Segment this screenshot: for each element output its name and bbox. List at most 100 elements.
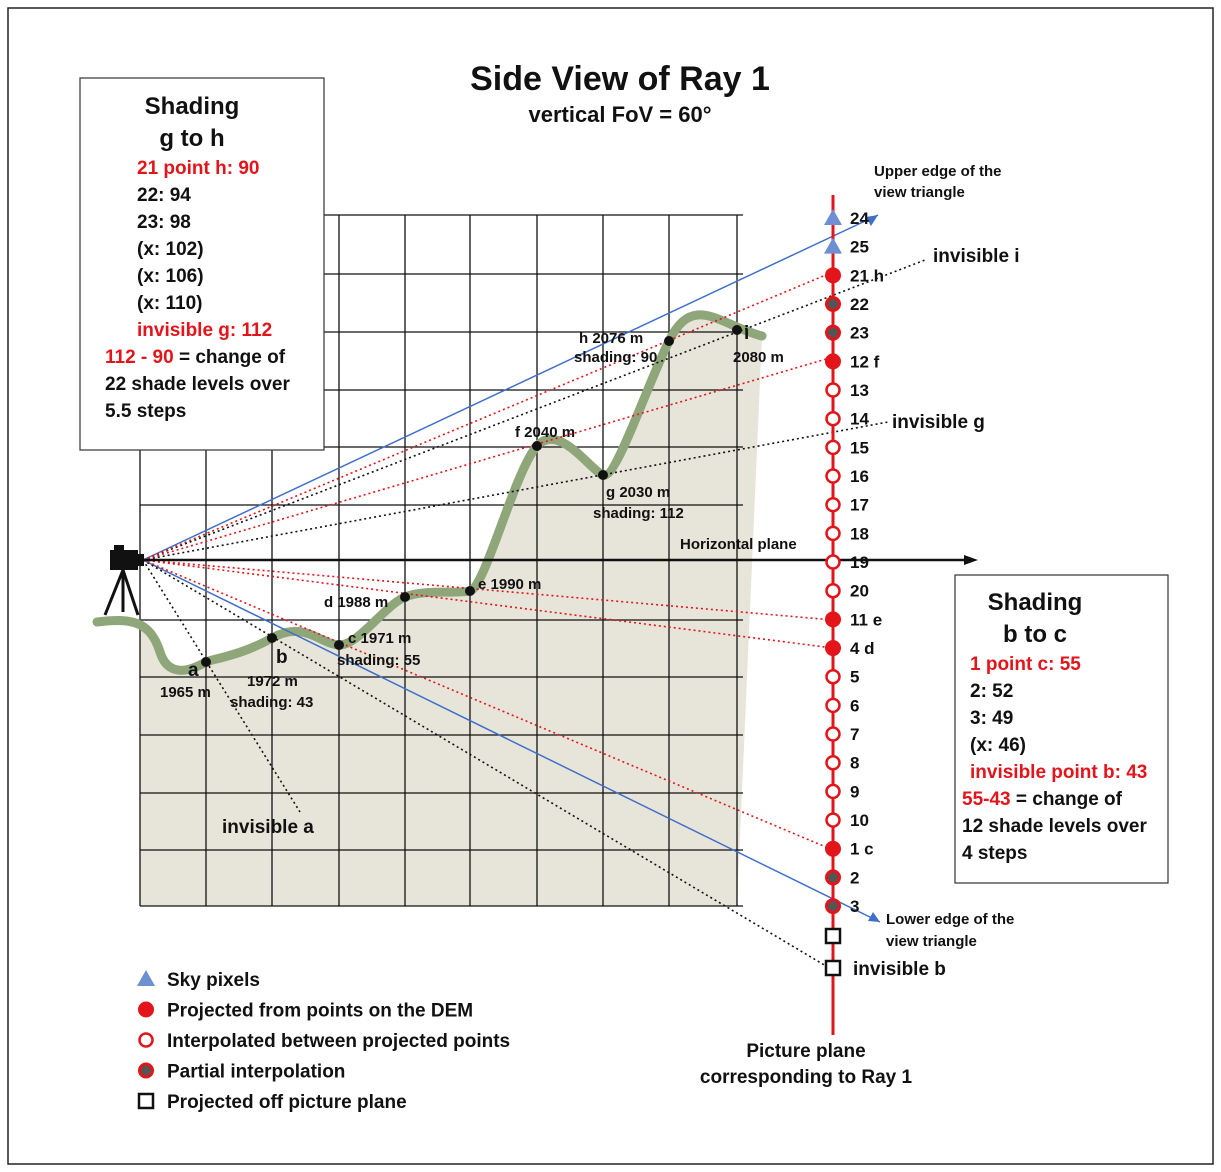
terrain-label: shading: 43 bbox=[230, 694, 313, 711]
pixel-label: 23 bbox=[850, 324, 869, 343]
box-line: 23: 98 bbox=[137, 212, 191, 233]
subtitle: vertical FoV = 60° bbox=[528, 102, 711, 127]
sky-pixel bbox=[824, 237, 842, 254]
pixel-label: 18 bbox=[850, 524, 869, 543]
box-line: 5.5 steps bbox=[105, 401, 186, 422]
projected-pixel bbox=[825, 611, 841, 628]
box-line-part: 3: 49 bbox=[970, 708, 1013, 729]
edge-arrows bbox=[866, 215, 880, 922]
interpolated-pixel bbox=[825, 525, 841, 542]
box-line: 4 steps bbox=[962, 843, 1027, 864]
box-line: invisible g: 112 bbox=[137, 320, 272, 341]
pixel-label: 11 e bbox=[850, 610, 882, 629]
legend-label: Projected from points on the DEM bbox=[167, 1001, 473, 1022]
annotation: Upper edge of the bbox=[874, 163, 1002, 180]
projection-rays bbox=[142, 271, 834, 851]
left-box bbox=[79, 77, 325, 451]
box-line: invisible point b: 43 bbox=[970, 762, 1147, 783]
annotation: view triangle bbox=[886, 933, 977, 950]
title: Side View of Ray 1 bbox=[470, 60, 770, 98]
projected-pixel bbox=[138, 1001, 154, 1018]
terrain-label: g 2030 m bbox=[606, 484, 670, 501]
projected-pixel bbox=[825, 267, 841, 284]
box-heading: g to h bbox=[159, 125, 224, 152]
terrain-label: 2080 m bbox=[733, 349, 784, 366]
interpolated-pixel bbox=[825, 410, 841, 427]
partial-pixel-core bbox=[828, 299, 838, 310]
box-line: 21 point h: 90 bbox=[137, 158, 259, 179]
box-line-part: 112 - 90 bbox=[105, 347, 174, 368]
box-line-part: 23: 98 bbox=[137, 212, 191, 233]
annotation: invisible a bbox=[222, 817, 314, 838]
legend-label: Interpolated between projected points bbox=[167, 1031, 510, 1052]
partial-pixel-core bbox=[828, 901, 838, 912]
annotation: invisible g bbox=[892, 412, 985, 433]
interpolated-pixel bbox=[825, 668, 841, 685]
box-line-part: 1 point c: 55 bbox=[970, 654, 1081, 675]
terrain-label: d 1988 m bbox=[324, 594, 388, 611]
pixel-label: 10 bbox=[850, 811, 869, 830]
pixel-label: 5 bbox=[850, 668, 859, 687]
caption: Picture plane bbox=[746, 1041, 865, 1062]
annotation: invisible i bbox=[933, 246, 1020, 267]
legend-label: Sky pixels bbox=[167, 970, 260, 991]
box-line-part: 21 point h: 90 bbox=[137, 158, 259, 179]
pixel-label: 20 bbox=[850, 582, 869, 601]
pixel-label: 24 bbox=[850, 209, 869, 228]
box-line-part: (x: 102) bbox=[137, 239, 204, 260]
right-box bbox=[954, 574, 1169, 884]
box-line-part: (x: 106) bbox=[137, 266, 204, 287]
annotation: Horizontal plane bbox=[680, 536, 797, 553]
pixel-label: 3 bbox=[850, 897, 859, 916]
pixel-label: 7 bbox=[850, 725, 859, 744]
box-heading: b to c bbox=[1003, 621, 1067, 648]
annotation: invisible b bbox=[853, 959, 946, 980]
interpolated-pixel bbox=[825, 382, 841, 398]
terrain-label: a bbox=[188, 660, 199, 681]
partial-pixel-core bbox=[141, 1065, 151, 1076]
terrain-label: h 2076 m bbox=[579, 330, 643, 347]
pixel-label: 17 bbox=[850, 496, 869, 515]
interpolated-pixel bbox=[825, 812, 841, 828]
interpolated-pixel bbox=[825, 697, 841, 714]
box-line: 112 - 90 = change of bbox=[105, 347, 286, 368]
partial-pixel-core bbox=[828, 872, 838, 883]
pixel-label: 16 bbox=[850, 467, 869, 486]
interpolated-pixel bbox=[825, 468, 841, 484]
terrain-label: f 2040 m bbox=[515, 424, 575, 441]
pixel-label: 25 bbox=[850, 238, 869, 257]
off-plane-pixel bbox=[137, 1092, 155, 1110]
box-line: 22 shade levels over bbox=[105, 374, 290, 395]
terrain-label: i bbox=[744, 323, 749, 344]
box-line-part: 12 shade levels over bbox=[962, 816, 1147, 837]
terrain-label: 1972 m bbox=[247, 673, 298, 690]
box-line-part: invisible point b: 43 bbox=[970, 762, 1147, 783]
box-line-part: 22: 94 bbox=[137, 185, 191, 206]
legend-label: Projected off picture plane bbox=[167, 1092, 407, 1113]
projected-pixel bbox=[825, 840, 841, 857]
pixel-label: 8 bbox=[850, 754, 859, 773]
caption: corresponding to Ray 1 bbox=[700, 1067, 913, 1088]
box-line-part: (x: 110) bbox=[137, 293, 202, 314]
box-heading: Shading bbox=[988, 589, 1083, 616]
pixel-label: 6 bbox=[850, 696, 859, 715]
box-line: (x: 46) bbox=[970, 735, 1026, 756]
pixel-label: 19 bbox=[850, 553, 869, 572]
view-edges bbox=[142, 214, 881, 923]
box-line-part: 55-43 bbox=[962, 789, 1011, 810]
interpolated-pixel bbox=[825, 582, 841, 599]
projected-pixel bbox=[825, 353, 841, 370]
annotation: view triangle bbox=[874, 184, 965, 201]
pixel-label: 13 bbox=[850, 381, 869, 400]
box-line-part: 2: 52 bbox=[970, 681, 1013, 702]
pixel-label: 9 bbox=[850, 782, 859, 801]
invisible-rays bbox=[142, 259, 926, 967]
terrain-fill bbox=[97, 314, 762, 907]
pixel-label: 22 bbox=[850, 295, 869, 314]
terrain-label: shading: 90 bbox=[574, 349, 657, 366]
interpolated-pixel bbox=[825, 439, 841, 456]
interpolated-pixel bbox=[825, 783, 841, 800]
arrowhead bbox=[964, 555, 978, 565]
pixel-label: 14 bbox=[850, 410, 869, 429]
